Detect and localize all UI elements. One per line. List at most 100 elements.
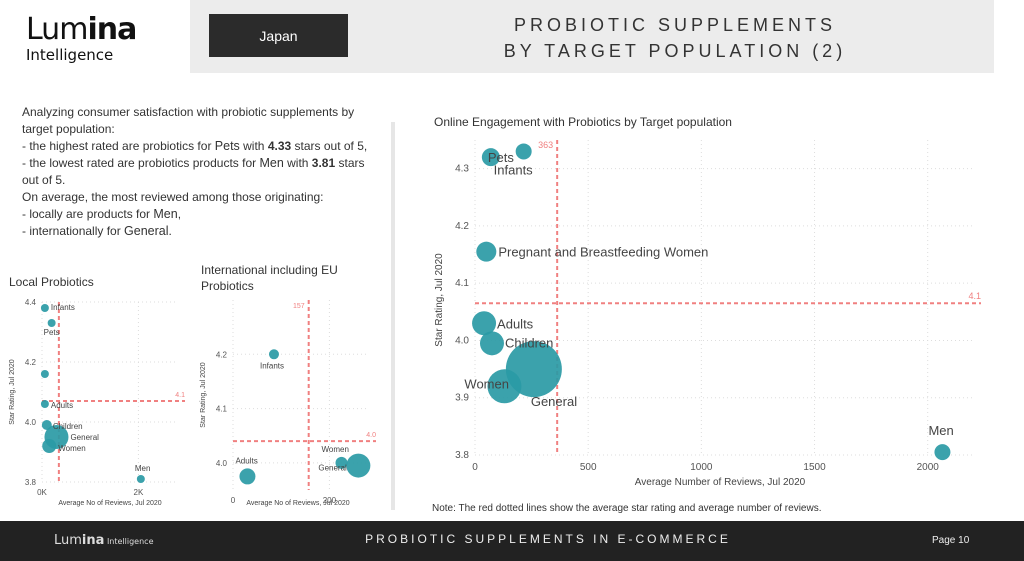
avg-reviews-label: 157 [293, 303, 305, 310]
x-tick-label: 500 [580, 462, 597, 473]
data-point-infants [40, 304, 49, 312]
footer-logo-regular: Lum [54, 533, 82, 548]
x-axis-label: Average No of Reviews, Jul 2020 [246, 500, 349, 507]
intro-local: - locally are products for Men, [22, 206, 382, 223]
intro-avg-line: On average, the most reviewed among thos… [22, 190, 324, 204]
data-point-men [136, 475, 145, 483]
x-tick-label: 1000 [690, 462, 713, 473]
data-label: Women [58, 444, 85, 453]
data-label: General [318, 464, 347, 473]
page-title: PROBIOTIC SUPPLEMENTS BY TARGET POPULATI… [440, 12, 910, 64]
intro-text: Analyzing consumer satisfaction with pro… [22, 104, 382, 240]
intro-lowest: - the lowest rated are probiotics produc… [22, 155, 382, 189]
data-point-infants [268, 349, 279, 360]
data-label: Pets [44, 328, 60, 337]
data-label: Infants [494, 162, 534, 177]
y-tick-label: 4.2 [455, 221, 469, 232]
online-engagement-chart: 3.8 3.9 4.0 4.1 4.2 4.3 0 500 1000 1500 2000 Averag… [434, 140, 981, 488]
y-tick-label: 4.2 [25, 358, 37, 367]
avg-rating-label: 4.1 [968, 291, 981, 301]
intro-lowest-target: Men [259, 156, 284, 170]
data-label: Men [928, 423, 953, 438]
data-label: Children [53, 422, 83, 431]
page-title-line2: BY TARGET POPULATION (2) [503, 41, 847, 61]
y-tick-label: 3.8 [455, 450, 469, 461]
intro-intl-pre: - internationally for [22, 224, 125, 238]
intro-highest: - the highest rated are probiotics for P… [22, 138, 382, 155]
data-label: Men [135, 464, 151, 473]
intro-highest-target: Pets [214, 139, 240, 153]
x-tick-label: 200 [323, 496, 337, 505]
intro-intl: - internationally for General. [22, 223, 382, 240]
y-tick-label: 4.0 [455, 335, 469, 346]
intro-lowest-mid: with [283, 156, 312, 170]
y-tick-label: 4.1 [455, 278, 469, 289]
data-label: Infants [260, 361, 284, 370]
x-axis-label: Average Number of Reviews, Jul 2020 [635, 477, 806, 488]
intro-highest-pre: - the highest rated are probiotics for [22, 139, 215, 153]
data-point-pets [47, 319, 56, 327]
footer-title: PROBIOTIC SUPPLEMENTS IN E-COMMERCE [365, 532, 731, 546]
data-point-unlabeled [40, 370, 49, 378]
avg-rating-label: 4.1 [175, 392, 185, 399]
logo-regular: Lum [26, 12, 88, 47]
y-tick-label: 3.8 [25, 478, 37, 487]
data-label: Pregnant and Breastfeeding Women [498, 245, 708, 260]
intro-line1: Analyzing consumer satisfaction with pro… [22, 105, 355, 136]
data-point-men [934, 444, 951, 461]
online-chart-title: Online Engagement with Probiotics by Tar… [434, 115, 732, 129]
data-point-adults [40, 400, 49, 408]
intro-intl-post: . [168, 224, 172, 238]
chart-note: Note: The red dotted lines show the aver… [432, 503, 822, 514]
footer-logo-bold: ina [81, 533, 105, 548]
intro-lowest-pre: - the lowest rated are probiotics produc… [22, 156, 260, 170]
data-label: Women [464, 376, 509, 391]
data-point-women [335, 456, 348, 469]
intro-local-pre: - locally are products for [22, 207, 154, 221]
x-tick-label: 0K [37, 488, 47, 497]
intro-highest-mid: with [239, 139, 268, 153]
data-point-women [42, 439, 57, 453]
x-tick-label: 2000 [917, 462, 940, 473]
data-point-children [479, 331, 504, 356]
data-label: Adults [497, 316, 534, 331]
intro-lowest-value: 3.81 [311, 156, 336, 170]
lumina-logo: Lumina Intelligence [26, 14, 176, 70]
data-point-pets [481, 148, 500, 167]
avg-reviews-label: 363 [538, 140, 553, 150]
vertical-divider [391, 122, 395, 510]
logo-bold: ina [87, 12, 137, 47]
data-point-children [41, 420, 52, 430]
data-point-general [346, 453, 371, 478]
y-axis-label: Star Rating, Jul 2020 [200, 362, 207, 427]
intro-intl-target: General [124, 224, 169, 238]
data-label: General [531, 394, 577, 409]
x-tick-label: 2K [134, 488, 144, 497]
intro-lowest-post: stars out of 5. [22, 156, 365, 187]
y-axis-label: Star Rating, Jul 2020 [9, 359, 16, 424]
y-tick-label: 4.3 [455, 164, 469, 175]
intro-highest-value: 4.33 [267, 139, 292, 153]
x-tick-label: 0 [472, 462, 478, 473]
data-point-women [487, 369, 522, 404]
data-label: Children [505, 335, 553, 350]
y-tick-label: 4.1 [216, 405, 228, 414]
data-point-adults [472, 311, 497, 336]
data-label: General [70, 433, 99, 442]
x-tick-label: 1500 [803, 462, 826, 473]
y-tick-label: 4.0 [216, 459, 228, 468]
intro-local-post: , [177, 207, 182, 221]
local-probiotics-chart: 3.8 4.0 4.2 4.4 0K 2K Average No of Reviews, J… [9, 298, 185, 507]
page-title-line1: PROBIOTIC SUPPLEMENTS [513, 15, 837, 35]
y-tick-label: 3.9 [455, 393, 469, 404]
y-axis-label: Star Rating, Jul 2020 [434, 253, 445, 347]
data-label: Adults [51, 401, 73, 410]
data-label: Adults [235, 456, 257, 465]
footer-bar [0, 521, 1024, 561]
x-tick-label: 0 [231, 496, 236, 505]
data-label: Pets [488, 150, 515, 165]
intro-highest-post: stars out of 5, [291, 139, 368, 153]
data-point-pregnant-and-breastfeeding-women [476, 241, 497, 262]
y-tick-label: 4.2 [216, 350, 228, 359]
